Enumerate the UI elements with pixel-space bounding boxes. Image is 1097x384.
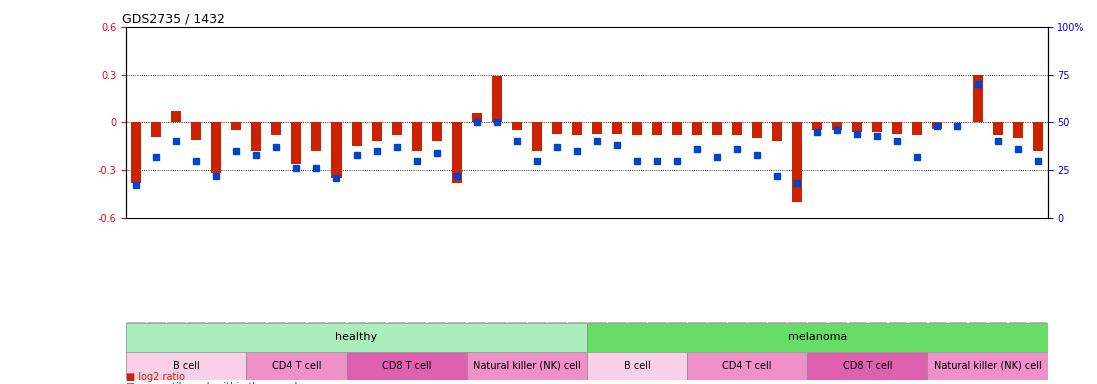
Bar: [807, 351, 927, 380]
Bar: [572, 122, 581, 135]
Bar: [892, 122, 903, 134]
Bar: [1032, 122, 1042, 151]
Bar: [687, 351, 807, 380]
Bar: [932, 122, 942, 129]
Bar: [271, 122, 282, 135]
Bar: [587, 323, 1048, 351]
Bar: [191, 122, 201, 140]
Bar: [1013, 122, 1022, 138]
Bar: [732, 122, 743, 135]
Bar: [452, 122, 462, 183]
Bar: [772, 122, 782, 141]
Bar: [372, 122, 382, 141]
Text: Natural killer (NK) cell: Natural killer (NK) cell: [934, 361, 1041, 371]
Bar: [833, 122, 842, 130]
Text: ■ log2 ratio: ■ log2 ratio: [126, 372, 185, 382]
Bar: [672, 122, 682, 135]
Bar: [466, 351, 587, 380]
Bar: [993, 122, 1003, 135]
Bar: [491, 76, 501, 122]
Bar: [973, 74, 983, 122]
Text: GDS2735 / 1432: GDS2735 / 1432: [122, 13, 225, 26]
Bar: [592, 122, 602, 134]
Bar: [712, 122, 722, 135]
Text: B cell: B cell: [623, 361, 651, 371]
Bar: [126, 323, 587, 351]
Text: melanoma: melanoma: [788, 332, 847, 342]
Bar: [852, 122, 862, 132]
Bar: [532, 122, 542, 151]
Bar: [347, 351, 466, 380]
Bar: [632, 122, 642, 135]
Bar: [587, 351, 687, 380]
Bar: [913, 122, 923, 135]
Bar: [151, 122, 161, 137]
Bar: [292, 122, 302, 164]
Bar: [753, 122, 762, 138]
Bar: [212, 122, 222, 173]
Bar: [392, 122, 402, 135]
Text: ■ percentile rank within the sample: ■ percentile rank within the sample: [126, 382, 304, 384]
Bar: [331, 122, 341, 178]
Text: B cell: B cell: [173, 361, 200, 371]
Text: CD4 T cell: CD4 T cell: [723, 361, 772, 371]
Bar: [231, 122, 241, 130]
Bar: [652, 122, 661, 135]
Bar: [692, 122, 702, 135]
Bar: [247, 351, 347, 380]
Bar: [927, 351, 1048, 380]
Text: Natural killer (NK) cell: Natural killer (NK) cell: [473, 361, 580, 371]
Bar: [472, 113, 482, 122]
Bar: [552, 122, 562, 134]
Bar: [512, 122, 522, 130]
Text: CD4 T cell: CD4 T cell: [272, 361, 321, 371]
Bar: [872, 122, 882, 132]
Bar: [351, 122, 362, 146]
Bar: [612, 122, 622, 134]
Bar: [431, 122, 442, 141]
Bar: [171, 111, 181, 122]
Bar: [126, 351, 247, 380]
Bar: [411, 122, 421, 151]
Bar: [132, 122, 142, 183]
Text: CD8 T cell: CD8 T cell: [842, 361, 892, 371]
Bar: [792, 122, 802, 202]
Bar: [251, 122, 261, 151]
Text: healthy: healthy: [336, 332, 377, 342]
Text: CD8 T cell: CD8 T cell: [382, 361, 431, 371]
Bar: [312, 122, 321, 151]
Bar: [812, 122, 823, 130]
